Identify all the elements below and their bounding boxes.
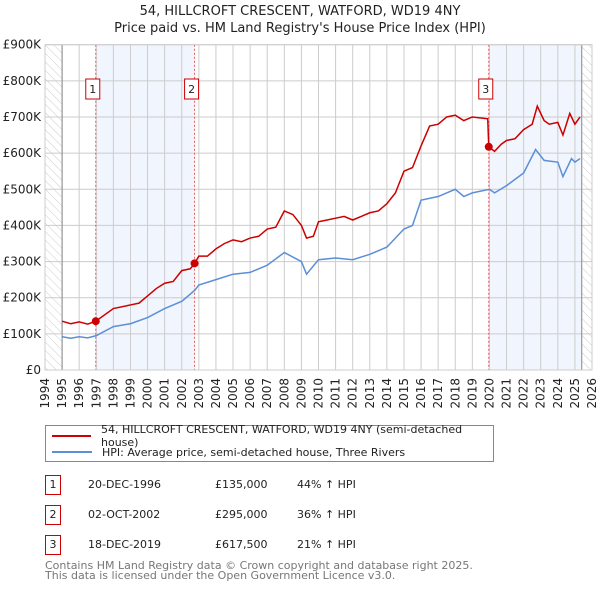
x-tick-label: 2025 <box>568 378 582 409</box>
transaction-row: 3 18-DEC-2019 £617,500 21% ↑ HPI <box>45 535 495 555</box>
price: £617,500 <box>215 538 268 551</box>
x-tick-label: 2002 <box>175 378 189 409</box>
sale-label: 3 <box>482 83 489 96</box>
footer: Contains HM Land Registry data © Crown c… <box>45 559 473 582</box>
x-tick-label: 2020 <box>482 378 496 409</box>
blue-line-swatch <box>52 451 92 453</box>
sale-label-box <box>478 78 494 100</box>
x-tick-label: 2022 <box>517 378 531 409</box>
x-tick-label: 2026 <box>585 378 599 409</box>
x-tick-label: 2013 <box>363 378 377 409</box>
date: 18-DEC-2019 <box>88 538 162 551</box>
sale-label-box <box>184 78 200 100</box>
chart-subtitle: Price paid vs. HM Land Registry's House … <box>114 21 486 36</box>
x-tick-label: 2018 <box>448 378 462 409</box>
price: £295,000 <box>215 508 268 521</box>
y-tick-label: £500K <box>3 182 43 196</box>
price: £135,000 <box>215 478 268 491</box>
sale-point <box>484 142 493 151</box>
red-line-swatch <box>52 435 91 437</box>
x-tick-label: 2000 <box>141 378 155 409</box>
x-tick-label: 2019 <box>465 378 479 409</box>
sale-point <box>91 317 100 326</box>
y-tick-label: £900K <box>3 38 43 52</box>
x-tick-label: 2024 <box>551 378 565 409</box>
chart-title: 54, HILLCROFT CRESCENT, WATFORD, WD19 4N… <box>139 4 461 19</box>
x-tick-label: 2010 <box>312 378 326 409</box>
x-tick-label: 1999 <box>123 378 137 409</box>
x-tick-label: 2012 <box>346 378 360 409</box>
marker-badge: 1 <box>45 475 61 495</box>
hpi-diff: 21% ↑ HPI <box>297 538 356 551</box>
y-tick-label: £400K <box>3 218 43 232</box>
x-tick-label: 2009 <box>294 378 308 409</box>
y-tick-label: £800K <box>3 74 43 88</box>
y-tick-label: £200K <box>3 291 43 305</box>
x-tick-label: 1997 <box>89 378 103 409</box>
x-tick-label: 2008 <box>277 378 291 409</box>
y-tick-label: £0 <box>26 363 41 377</box>
hpi-diff: 44% ↑ HPI <box>297 478 356 491</box>
x-tick-label: 2014 <box>380 378 394 409</box>
sale-label-box <box>85 78 101 100</box>
x-tick-label: 2006 <box>243 378 257 409</box>
legend-label: 54, HILLCROFT CRESCENT, WATFORD, WD19 4N… <box>101 423 463 449</box>
legend-item-property: 54, HILLCROFT CRESCENT, WATFORD, WD19 4N… <box>46 423 493 449</box>
x-tick-label: 2021 <box>500 378 514 409</box>
x-tick-label: 2017 <box>431 378 445 409</box>
hpi-line <box>61 148 581 339</box>
y-tick-label: £300K <box>3 255 43 269</box>
property-price-line <box>61 104 581 325</box>
footer-line: This data is licensed under the Open Gov… <box>45 569 396 582</box>
x-tick-label: 2004 <box>209 378 223 409</box>
x-tick-label: 2023 <box>534 378 548 409</box>
hatch-after-data <box>581 44 592 370</box>
plot-border <box>44 44 593 371</box>
x-tick-label: 1995 <box>55 378 69 409</box>
x-tick-label: 1998 <box>106 378 120 409</box>
x-tick-label: 2007 <box>260 378 274 409</box>
footer-line: Contains HM Land Registry data © Crown c… <box>45 559 473 572</box>
x-tick-label: 1996 <box>72 378 86 409</box>
hpi-diff: 36% ↑ HPI <box>297 508 356 521</box>
x-tick-label: 2005 <box>226 378 240 409</box>
transaction-row: 2 02-OCT-2002 £295,000 36% ↑ HPI <box>45 505 495 525</box>
shaded-range <box>488 44 582 370</box>
transaction-row: 1 20-DEC-1996 £135,000 44% ↑ HPI <box>45 475 495 495</box>
y-tick-label: £700K <box>3 110 43 124</box>
legend-item-hpi: HPI: Average price, semi-detached house,… <box>46 444 405 460</box>
x-tick-label: 2003 <box>192 378 206 409</box>
x-tick-label: 1994 <box>38 378 52 409</box>
sale-point <box>190 259 199 268</box>
price-chart: 1994 1995 1996 1997 1998 1999 2000 2001 2002 2003… <box>3 38 599 409</box>
marker-badge: 2 <box>45 505 61 525</box>
x-tick-label: 2016 <box>414 378 428 409</box>
date: 02-OCT-2002 <box>88 508 161 521</box>
date: 20-DEC-1996 <box>88 478 162 491</box>
marker-badge: 3 <box>45 535 61 555</box>
x-tick-label: 2001 <box>158 378 172 409</box>
legend: 54, HILLCROFT CRESCENT, WATFORD, WD19 4N… <box>45 423 494 462</box>
x-tick-label: 2011 <box>329 378 343 409</box>
x-tick-label: 2015 <box>397 378 411 409</box>
hatch-before-data <box>45 44 63 370</box>
shaded-range <box>95 44 195 370</box>
sale-label: 1 <box>89 83 96 96</box>
y-tick-label: £600K <box>3 146 43 160</box>
sale-label: 2 <box>188 83 195 96</box>
y-tick-label: £100K <box>3 327 43 341</box>
legend-label: HPI: Average price, semi-detached house,… <box>102 445 406 459</box>
